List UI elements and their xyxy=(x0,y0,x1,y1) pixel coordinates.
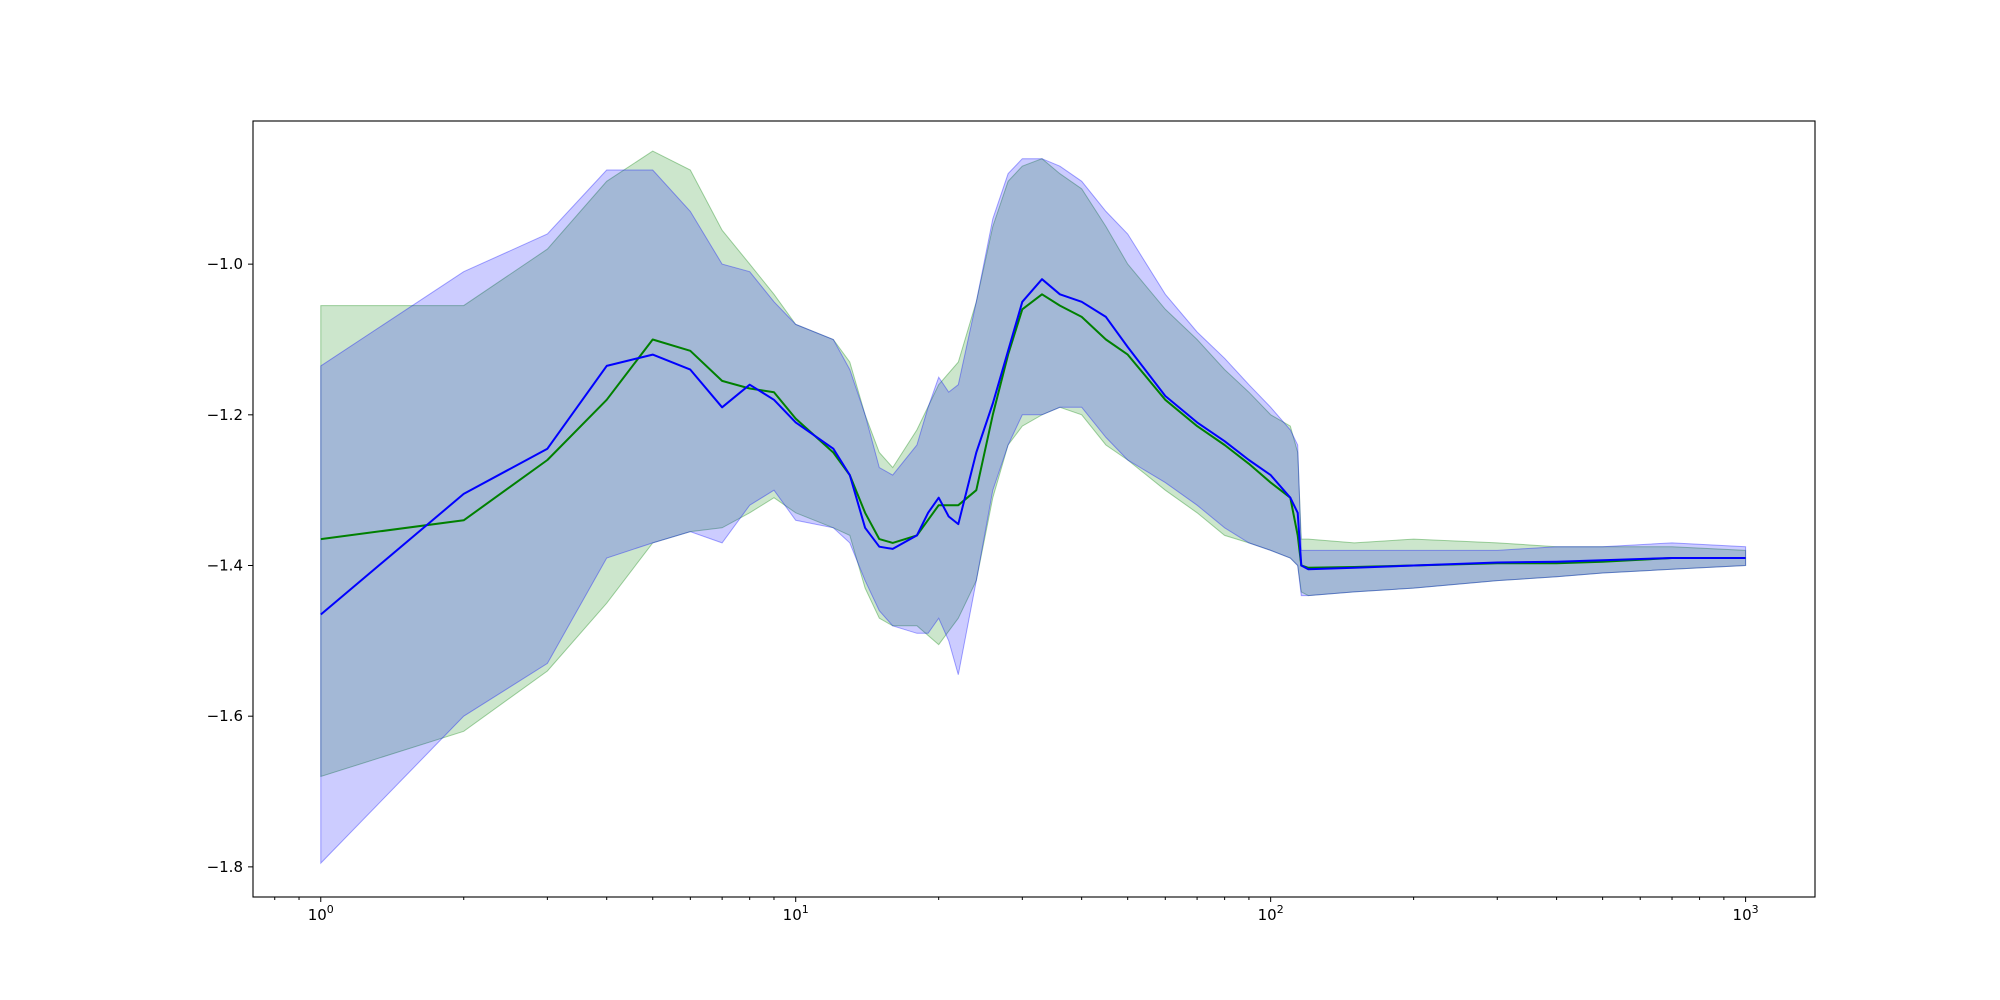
series-1-band xyxy=(320,150,1747,778)
y-tick-label: −1.6 xyxy=(207,707,243,725)
series-1-line xyxy=(320,293,1746,569)
x-tick-label: 103 xyxy=(1733,903,1759,924)
y-tick-label: −1.8 xyxy=(207,858,243,876)
axes-layer: −1.0 −1.2 −1.4 −1.6 −1.8 100 101 102 103 xyxy=(207,255,1759,924)
y-tick-label: −1.4 xyxy=(207,557,243,575)
y-tick-label: −1.0 xyxy=(207,255,243,273)
series-2-band xyxy=(320,158,1747,865)
x-tick-label: 100 xyxy=(308,903,334,924)
x-tick-label: 101 xyxy=(783,903,809,924)
y-tick-label: −1.2 xyxy=(207,406,243,424)
x-tick-label: 102 xyxy=(1258,903,1284,924)
series-2-line xyxy=(320,278,1746,616)
series-layer xyxy=(320,150,1747,865)
plot-frame xyxy=(252,120,1816,898)
